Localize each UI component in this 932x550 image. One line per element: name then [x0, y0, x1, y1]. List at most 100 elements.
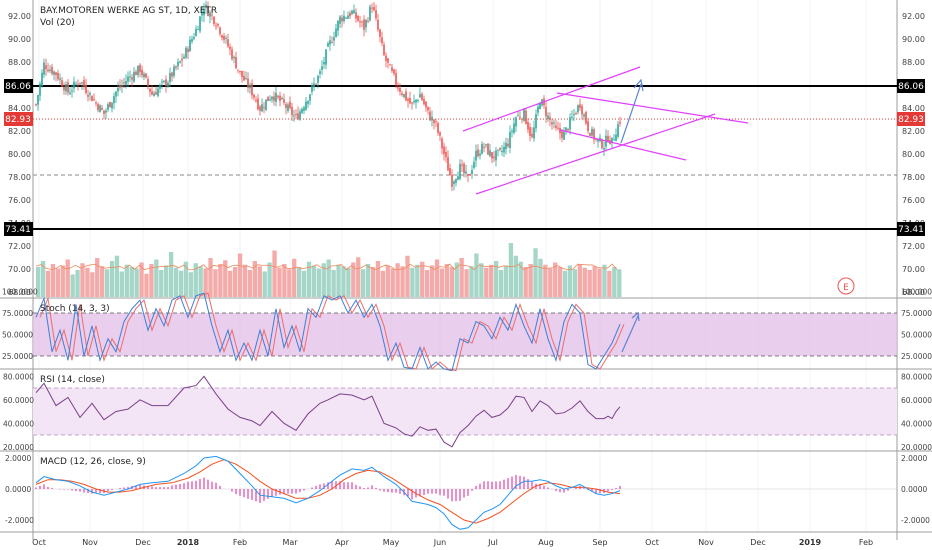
candle-body — [139, 64, 141, 73]
candle-body — [593, 129, 595, 140]
candle-body — [361, 21, 363, 23]
price-tick-label: 72.00 — [8, 242, 31, 251]
candle-body — [343, 15, 345, 22]
candle-body — [39, 83, 41, 96]
candle-body — [353, 10, 355, 14]
channel-lower-line[interactable] — [475, 113, 716, 195]
candle-body — [69, 92, 71, 95]
volume-bar — [316, 268, 322, 297]
candle-body — [597, 139, 599, 142]
macd-axis: 2.0000 2.0000 0.0000 0.0000 -2.0000 -2.0000 — [5, 454, 930, 525]
volume-bar — [543, 264, 548, 297]
volume-bar — [375, 261, 381, 297]
volume-bar — [90, 272, 95, 297]
candle-body — [439, 132, 441, 136]
candle-body — [115, 91, 117, 97]
volume-bar — [508, 243, 514, 297]
candle-body — [93, 99, 95, 101]
candle-body — [407, 99, 409, 101]
candle-body — [461, 164, 463, 166]
volume-bar — [60, 265, 65, 297]
candle-body — [171, 72, 173, 77]
flag-upper-line[interactable] — [556, 92, 749, 124]
volume-bar — [592, 266, 597, 297]
volume-bar — [311, 265, 317, 297]
price-tick-label: 82.00 — [8, 127, 31, 136]
candle-body — [555, 125, 557, 128]
candle-body — [513, 123, 515, 133]
candle-body — [189, 39, 191, 52]
macd-tick-label: 0.0000 — [901, 485, 927, 494]
earnings-event-marker[interactable] — [837, 277, 855, 295]
price-tick-label: 68.00 — [902, 288, 925, 297]
candle-body — [309, 94, 311, 101]
candle-body — [179, 61, 181, 63]
candle-body — [129, 76, 131, 78]
candle-body — [247, 78, 249, 88]
time-axis-label: Oct — [645, 538, 659, 547]
candle-body — [101, 107, 103, 110]
volume-bar — [425, 270, 430, 297]
candle-body — [467, 174, 469, 176]
volume-bar — [420, 261, 425, 297]
time-axis-label: Dec — [135, 538, 150, 547]
level-73-tag-left — [4, 222, 33, 236]
candle-body — [125, 81, 127, 85]
candle-body — [437, 122, 439, 133]
candle-body — [401, 93, 403, 95]
flag-lower-line[interactable] — [559, 129, 687, 161]
volume-bars — [36, 243, 622, 297]
candle-body — [161, 81, 163, 83]
candle-body — [369, 6, 371, 21]
candle-body — [111, 102, 113, 109]
volume-bar — [474, 253, 479, 297]
volume-bar — [124, 264, 129, 297]
volume-bar — [104, 269, 110, 297]
candle-body — [423, 99, 425, 105]
candle-body — [393, 69, 395, 74]
candle-body — [103, 110, 105, 114]
candle-body — [571, 116, 573, 118]
volume-bar — [109, 261, 115, 297]
volume-bar — [139, 262, 144, 297]
candle-body — [63, 86, 65, 91]
volume-bar — [538, 258, 543, 297]
candle-body — [325, 49, 327, 65]
channel-upper-line[interactable] — [462, 66, 641, 132]
candle-body — [215, 25, 217, 27]
stoch-projection-arrow[interactable] — [621, 315, 639, 353]
projection-arrow[interactable] — [620, 83, 642, 144]
candle-body — [279, 95, 281, 102]
level-73-label-right: 73.41 — [898, 225, 924, 235]
candle-body — [511, 130, 513, 132]
rsi-tick-label: 60.0000 — [3, 396, 34, 405]
candle-body — [199, 16, 201, 32]
candle-body — [327, 43, 329, 47]
candle-body — [451, 174, 453, 187]
candle-body — [151, 91, 153, 95]
volume-bar — [513, 255, 518, 297]
volume-bar — [553, 262, 558, 297]
candle-body — [163, 80, 165, 83]
candle-body — [283, 99, 285, 103]
candle-body — [249, 85, 251, 89]
volume-bar — [40, 261, 46, 297]
candle-body — [51, 66, 53, 74]
price-tick-label: 90.00 — [8, 35, 31, 44]
candle-body — [585, 112, 587, 124]
volume-bar — [400, 266, 405, 297]
candle-body — [291, 106, 293, 116]
candle-body — [37, 95, 39, 105]
volume-bar — [489, 264, 494, 297]
trend-channels[interactable] — [462, 66, 749, 195]
candle-body — [43, 62, 45, 75]
candle-body — [575, 113, 577, 115]
candle-body — [269, 99, 271, 101]
candle-body — [243, 76, 245, 81]
macd-label: MACD (12, 26, close, 9) — [40, 457, 146, 467]
volume-bar — [567, 265, 573, 297]
rsi-tick-label: 80.0000 — [3, 372, 34, 381]
time-axis-label: Jun — [433, 538, 447, 547]
candle-body — [581, 105, 583, 115]
